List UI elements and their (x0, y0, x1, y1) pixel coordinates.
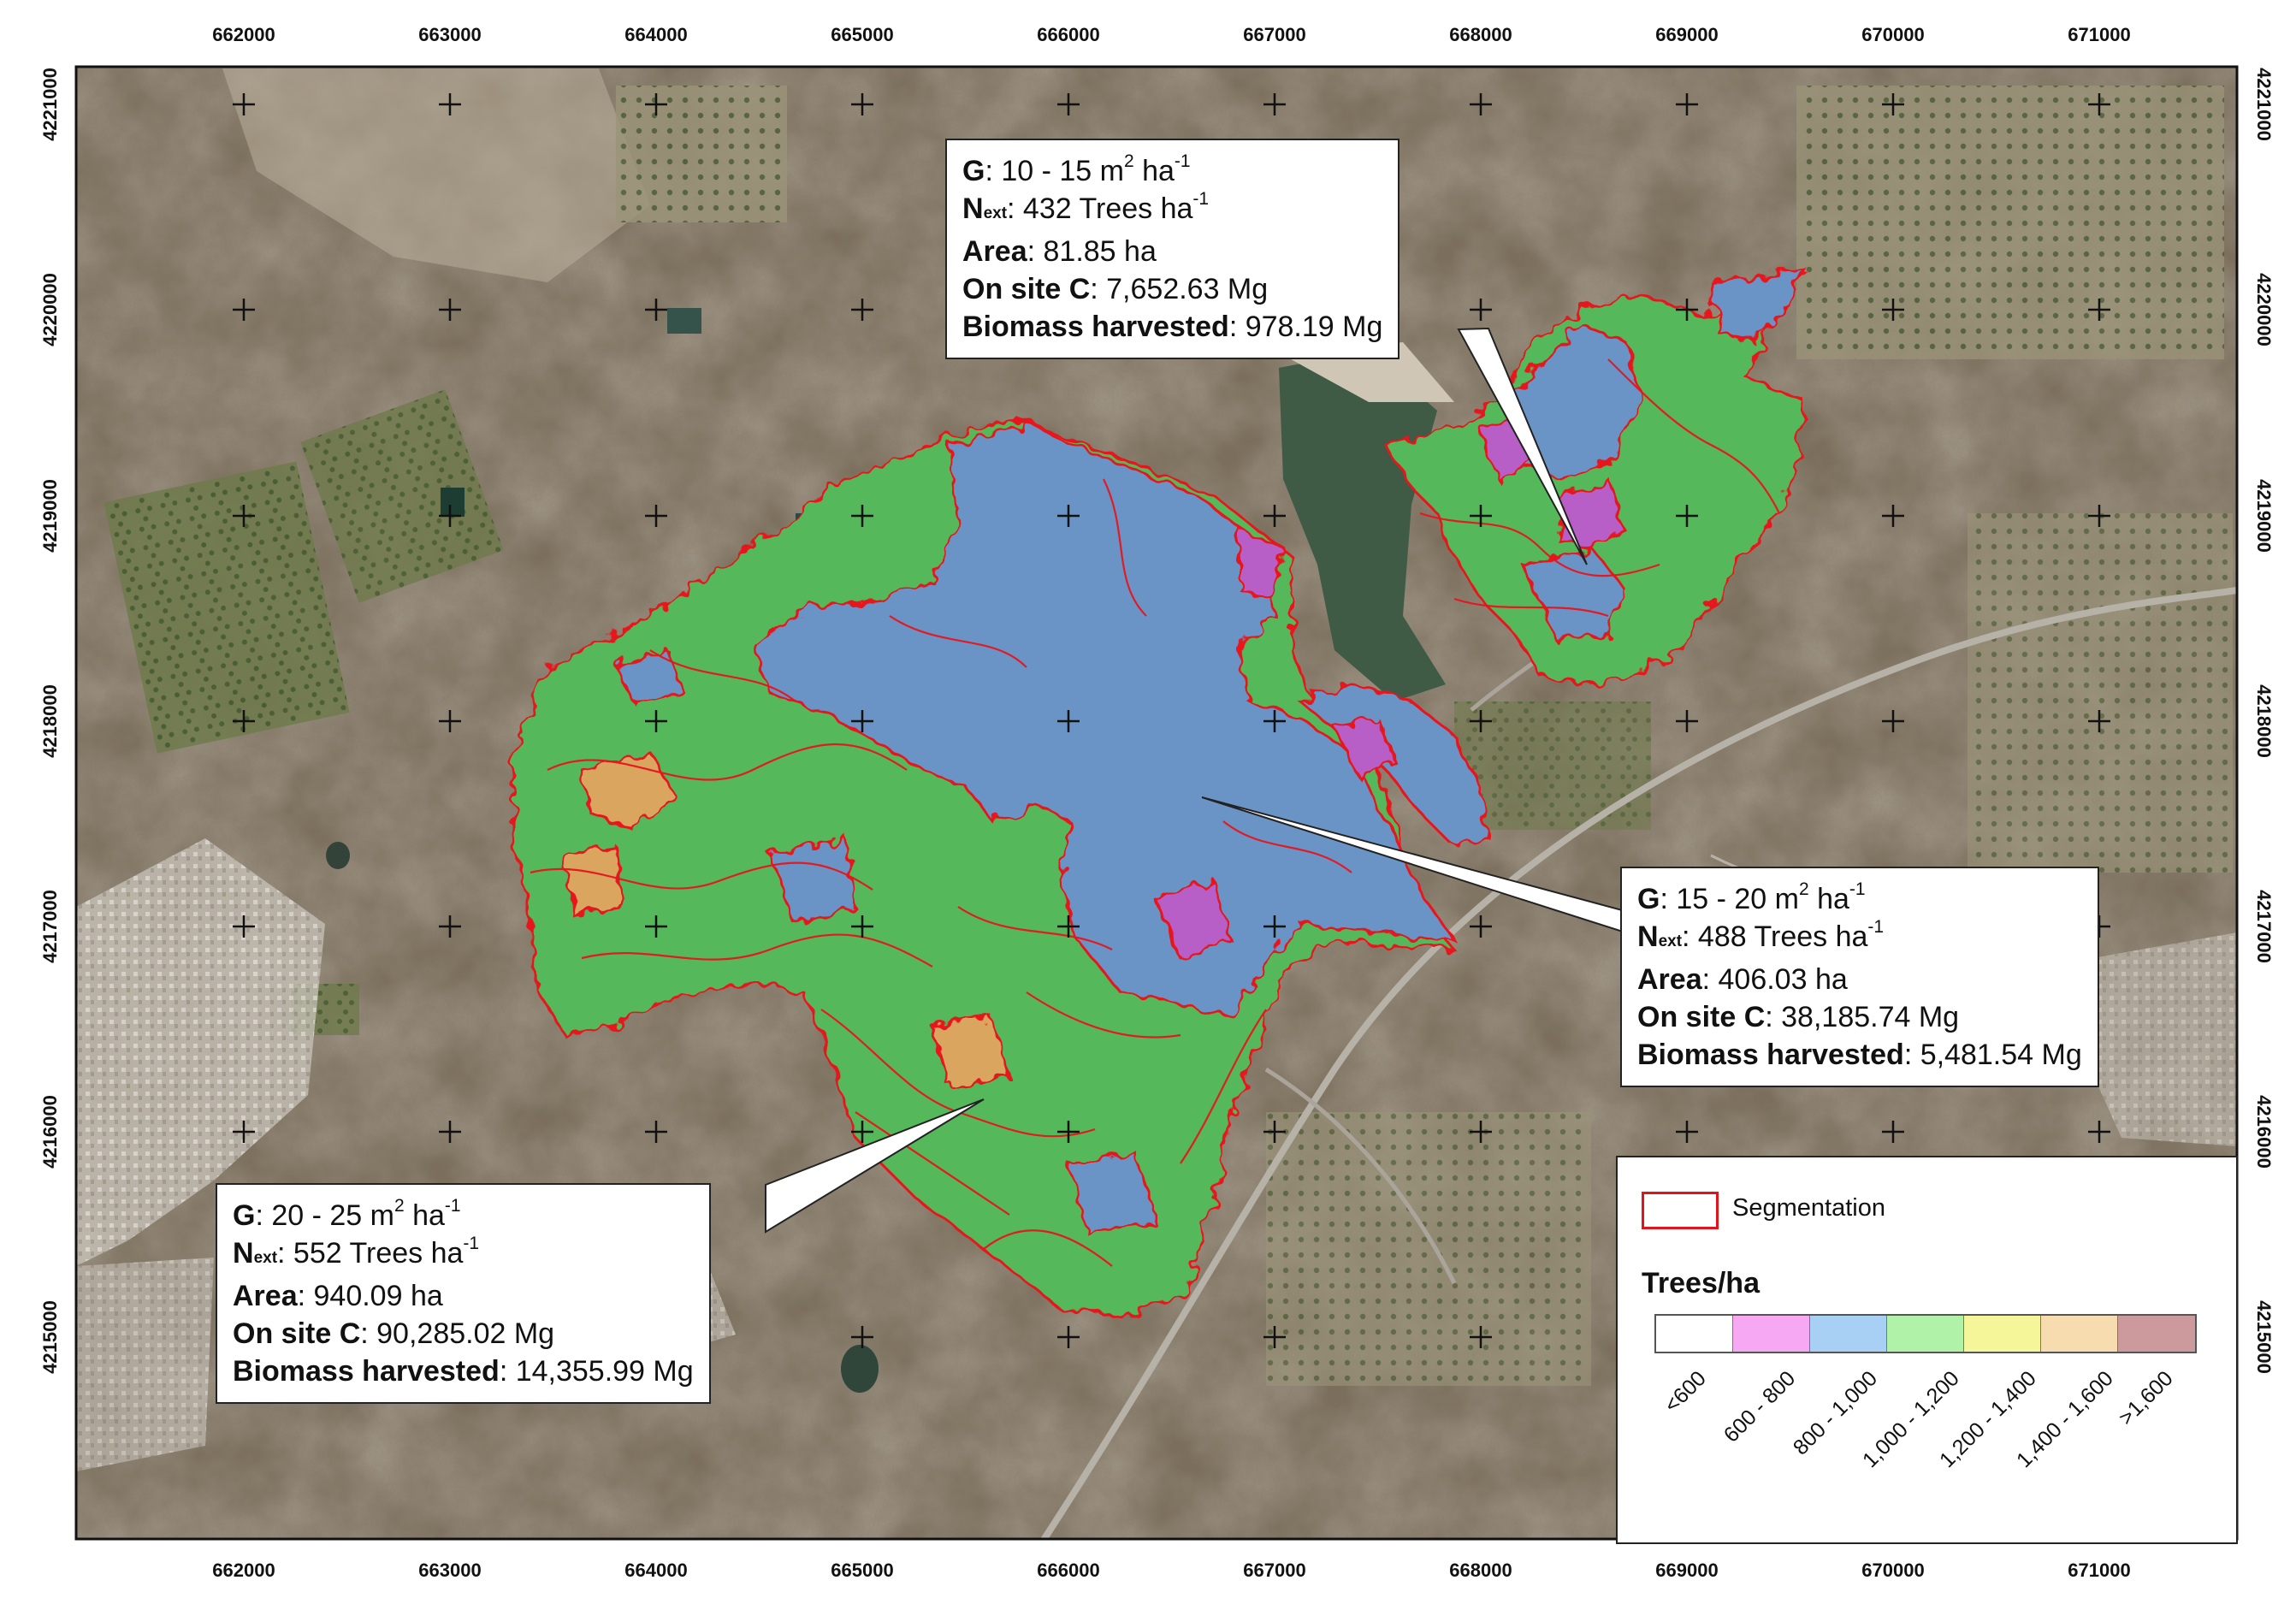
segmentation-layer (512, 268, 1808, 1319)
x-tick-label: 668000 (1449, 1560, 1512, 1581)
y-tick-label: 4220000 (2253, 273, 2275, 346)
forest-polygon-blue-center (751, 422, 1458, 1020)
forest-polygon-ne-magenta (1555, 477, 1627, 549)
x-tick-label: 662000 (212, 1560, 275, 1581)
trees-class-label: <600 (1659, 1366, 1711, 1418)
trees-class-label: 600 - 800 (1719, 1366, 1800, 1447)
graticule-crosses (233, 93, 2110, 1348)
x-tick-label: 669000 (1655, 24, 1718, 45)
x-axis-labels-bottom: 662000 663000 664000 665000 666000 667000 6680… (212, 1560, 2130, 1581)
y-tick-label: 4216000 (39, 1095, 61, 1169)
segmentation-swatch (1642, 1192, 1719, 1229)
trees-class-swatch (1887, 1316, 1964, 1352)
callout-10-15: G: 10 - 15 m2 ha-1 Next: 432 Trees ha-1 … (945, 139, 1400, 359)
x-tick-label: 662000 (212, 24, 275, 45)
trees-class-swatch (2041, 1316, 2118, 1352)
trees-class-swatch (1964, 1316, 2041, 1352)
x-tick-label: 664000 (624, 1560, 687, 1581)
trees-class-swatch (1656, 1316, 1733, 1352)
x-tick-label: 663000 (418, 1560, 481, 1581)
x-tick-label: 666000 (1037, 1560, 1099, 1581)
y-tick-label: 4215000 (2253, 1300, 2275, 1374)
forest-polygon-patch-6 (613, 648, 687, 703)
x-axis-labels-top: 662000 663000 664000 665000 666000 667000 6680… (212, 24, 2130, 45)
x-tick-label: 671000 (2068, 24, 2130, 45)
x-tick-label: 669000 (1655, 1560, 1718, 1581)
y-tick-label: 4217000 (39, 890, 61, 963)
x-tick-label: 667000 (1243, 1560, 1305, 1581)
y-tick-label: 4221000 (2253, 68, 2275, 141)
forest-polygon-east-magenta (1332, 717, 1396, 781)
trees-class-swatch (1810, 1316, 1887, 1352)
forest-polygon-patch-7 (563, 845, 626, 917)
x-tick-label: 667000 (1243, 24, 1305, 45)
y-axis-labels-right: 4221000 4220000 4219000 4218000 4217000 42160… (2253, 68, 2275, 1374)
y-tick-label: 4218000 (39, 684, 61, 758)
y-tick-label: 4220000 (39, 273, 61, 346)
trees-per-ha-title: Trees/ha (1642, 1267, 1760, 1299)
callout-15-20: G: 15 - 20 m2 ha-1 Next: 488 Trees ha-1 … (1620, 867, 2099, 1087)
x-tick-label: 665000 (831, 24, 893, 45)
callout-20-25: G: 20 - 25 m2 ha-1 Next: 552 Trees ha-1 … (216, 1183, 711, 1404)
forest-polygon-patch-1 (580, 751, 678, 832)
forest-polygon-patch-2 (767, 837, 857, 926)
x-tick-label: 663000 (418, 24, 481, 45)
map-frame (74, 65, 2239, 1541)
y-tick-label: 4221000 (39, 68, 61, 141)
y-tick-label: 4218000 (2253, 684, 2275, 758)
forest-polygon-patch-5 (1068, 1153, 1157, 1234)
trees-color-ramp (1654, 1314, 2197, 1353)
forest-polygon-ne-blue (1709, 268, 1808, 344)
trees-class-swatch (2118, 1316, 2195, 1352)
x-tick-label: 670000 (1861, 24, 1924, 45)
y-tick-label: 4219000 (2253, 479, 2275, 553)
y-axis-labels-left: 4221000 4220000 4219000 4218000 4217000 42160… (39, 68, 61, 1374)
y-tick-label: 4215000 (39, 1300, 61, 1374)
forest-polygon-northeast (1383, 272, 1808, 686)
x-tick-label: 666000 (1037, 24, 1099, 45)
segmentation-label: Segmentation (1732, 1194, 1885, 1222)
map-legend: Segmentation Trees/ha <600 600 - 800 800 -… (1616, 1156, 2238, 1544)
y-tick-label: 4217000 (2253, 890, 2275, 963)
trees-class-label: >1,600 (2114, 1366, 2178, 1430)
x-tick-label: 664000 (624, 24, 687, 45)
y-tick-label: 4216000 (2253, 1095, 2275, 1169)
forest-polygon-patch-3 (1152, 879, 1234, 960)
y-tick-label: 4219000 (39, 479, 61, 553)
callout-pointers (765, 327, 1626, 1234)
forest-polygon-patch-4 (931, 1016, 1011, 1088)
trees-class-labels: <600 600 - 800 800 - 1,000 1,000 - 1,200 1,2… (1654, 1363, 2202, 1517)
x-tick-label: 665000 (831, 1560, 893, 1581)
x-tick-label: 668000 (1449, 24, 1512, 45)
forest-polygon-patch-8 (1239, 528, 1285, 601)
x-tick-label: 670000 (1861, 1560, 1924, 1581)
x-tick-label: 671000 (2068, 1560, 2130, 1581)
trees-class-swatch (1733, 1316, 1810, 1352)
